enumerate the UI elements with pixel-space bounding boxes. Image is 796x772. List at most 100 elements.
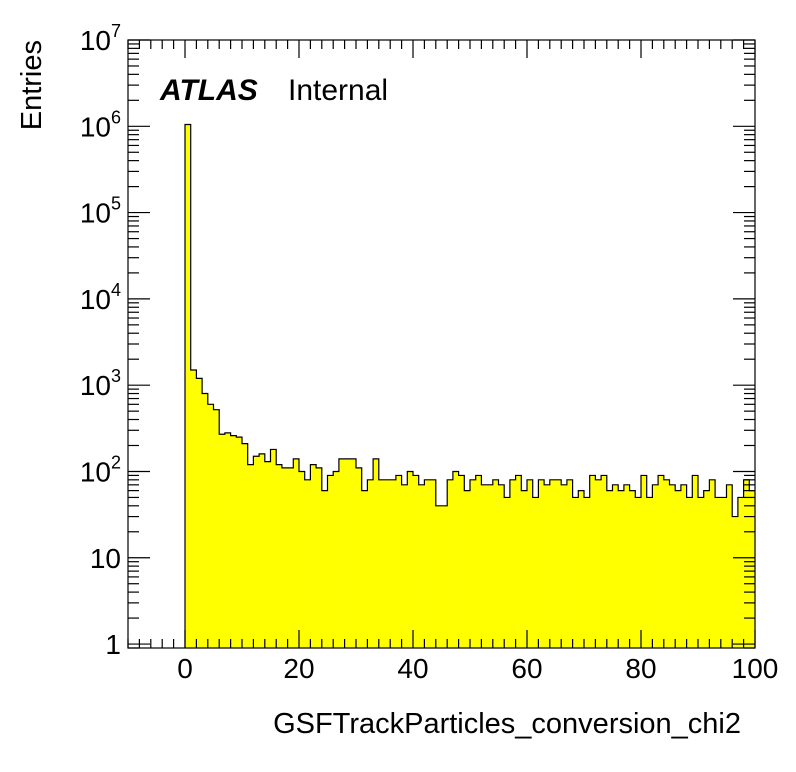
histogram-bar bbox=[669, 484, 676, 648]
histogram-bar bbox=[470, 479, 476, 648]
histogram-bar bbox=[207, 404, 214, 648]
histogram-bar bbox=[202, 393, 209, 648]
histogram-bar bbox=[578, 490, 585, 648]
histogram-bar bbox=[566, 479, 573, 648]
histogram-bar bbox=[749, 490, 756, 648]
histogram-bar bbox=[418, 484, 425, 648]
histogram-bar bbox=[572, 497, 579, 648]
x-tick-label: 100 bbox=[732, 653, 779, 684]
y-tick-label: 102 bbox=[80, 452, 121, 487]
x-tick-label: 60 bbox=[511, 653, 542, 684]
histogram-bar bbox=[378, 479, 385, 648]
histogram-bar bbox=[367, 479, 374, 648]
histogram-bar bbox=[287, 467, 294, 648]
histogram-bar bbox=[481, 484, 488, 648]
histogram-bar bbox=[430, 479, 437, 648]
histogram-bar bbox=[401, 484, 408, 648]
histogram-bar bbox=[487, 484, 494, 648]
histogram-bar bbox=[264, 461, 271, 648]
histogram-bar bbox=[350, 458, 357, 648]
y-tick-label: 106 bbox=[80, 107, 121, 142]
histogram-bar bbox=[612, 484, 619, 648]
histogram-bar bbox=[623, 484, 630, 648]
histogram-bar bbox=[521, 490, 528, 648]
histogram-bar bbox=[595, 479, 602, 648]
histogram-bar bbox=[743, 479, 750, 648]
x-tick-label: 80 bbox=[625, 653, 656, 684]
y-axis-label: Entries bbox=[16, 40, 48, 130]
histogram-bar bbox=[281, 467, 288, 648]
histogram-bar bbox=[515, 475, 522, 648]
histogram-bar bbox=[441, 505, 448, 648]
histogram-bar bbox=[344, 458, 351, 648]
histogram-bar bbox=[196, 378, 203, 648]
histogram-bar bbox=[190, 369, 197, 648]
histogram-bar bbox=[259, 453, 266, 648]
histogram-bar bbox=[361, 490, 368, 648]
axis-ticks bbox=[127, 39, 756, 649]
histogram-bar bbox=[555, 479, 562, 648]
atlas-label: ATLAS bbox=[159, 74, 258, 107]
histogram-bar bbox=[464, 490, 471, 648]
histogram-bar bbox=[316, 467, 323, 648]
x-tick-label: 20 bbox=[283, 653, 314, 684]
histogram-bar bbox=[253, 456, 260, 648]
histogram-bar bbox=[680, 484, 687, 648]
y-tick-label: 104 bbox=[80, 280, 121, 315]
x-tick-label: 0 bbox=[177, 653, 193, 684]
histogram-bar bbox=[709, 479, 716, 648]
histogram-bar bbox=[276, 464, 283, 648]
histogram-outline bbox=[184, 123, 755, 648]
histogram-bar bbox=[658, 475, 665, 648]
histogram-bar bbox=[310, 464, 317, 648]
histogram-bar bbox=[407, 471, 414, 648]
histogram-bar bbox=[618, 490, 625, 648]
y-tick-label: 10 bbox=[90, 543, 121, 574]
histogram-bar bbox=[698, 497, 704, 648]
histogram-bar bbox=[629, 490, 636, 648]
y-tick-labels: 1 10 102 103 104 105 106 107 bbox=[80, 21, 121, 660]
histogram-bar bbox=[549, 479, 556, 648]
histogram-bar bbox=[715, 497, 722, 648]
histogram-bar bbox=[641, 475, 647, 648]
histogram-bar bbox=[333, 471, 340, 648]
histogram-bar bbox=[732, 516, 739, 648]
y-tick-label: 107 bbox=[80, 21, 121, 56]
histogram-bar bbox=[498, 484, 505, 648]
histogram-bar bbox=[686, 497, 693, 648]
histogram-bar bbox=[561, 484, 568, 648]
x-axis-label: GSFTrackParticles_conversion_chi2 bbox=[273, 708, 741, 740]
histogram-bar bbox=[589, 475, 596, 648]
x-tick-labels: 0 20 40 60 80 100 bbox=[177, 653, 778, 684]
histogram-bar bbox=[299, 471, 305, 648]
histogram-bar bbox=[458, 475, 465, 648]
histogram-bar bbox=[321, 490, 328, 648]
histogram-bar bbox=[213, 409, 220, 648]
histogram-bar bbox=[601, 475, 608, 648]
histogram-bar bbox=[509, 479, 516, 648]
histogram-bar bbox=[424, 479, 431, 648]
histogram-bar bbox=[492, 479, 499, 648]
histogram-bar bbox=[635, 497, 642, 648]
histogram-bar bbox=[356, 467, 362, 648]
histogram-bar bbox=[737, 497, 744, 648]
histogram-bar bbox=[230, 435, 237, 648]
histogram-bar bbox=[242, 443, 248, 648]
histogram-bar bbox=[390, 479, 397, 648]
histogram-bar bbox=[185, 124, 191, 648]
histogram-bar bbox=[584, 497, 590, 648]
histogram-bar bbox=[663, 479, 670, 648]
histogram-bar bbox=[338, 458, 345, 648]
histogram-bar bbox=[646, 497, 653, 648]
histogram-bar bbox=[270, 449, 277, 648]
histogram-bar bbox=[447, 479, 454, 648]
histogram-bar bbox=[538, 479, 545, 648]
histogram-bar bbox=[236, 437, 243, 648]
histogram-bar bbox=[606, 490, 613, 648]
histogram-bar bbox=[373, 458, 380, 648]
y-tick-label: 1 bbox=[105, 629, 121, 660]
histogram-bar bbox=[413, 475, 419, 648]
histogram-bar bbox=[435, 505, 442, 648]
histogram-bar bbox=[384, 479, 391, 648]
